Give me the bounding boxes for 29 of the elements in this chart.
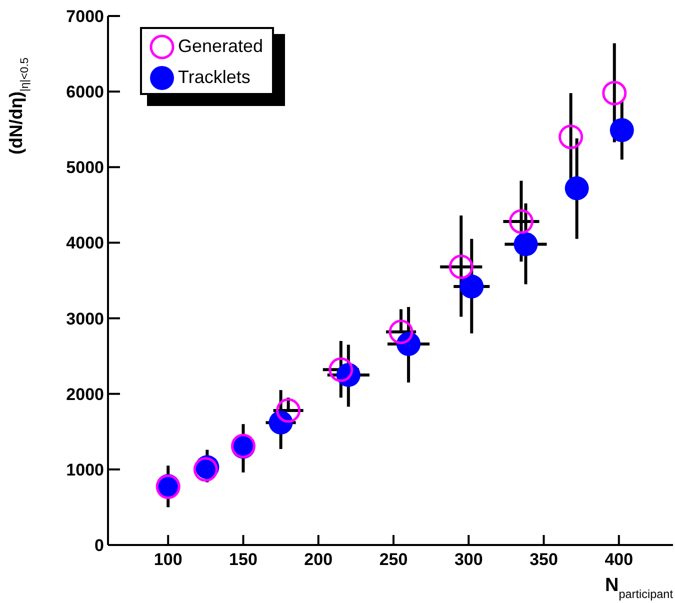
x-tick-label: 300 <box>454 550 483 570</box>
point <box>276 398 301 423</box>
legend-label: Tracklets <box>178 67 250 88</box>
y-tick-label: 2000 <box>66 384 104 404</box>
x-axis-title: N$_{participant}$ <box>604 575 674 600</box>
x-tick-label: 100 <box>154 550 182 570</box>
x-tick-label: 400 <box>604 550 634 570</box>
y-tick-label: 3000 <box>66 309 104 328</box>
x-tick-label: 350 <box>530 550 558 570</box>
legend-label: Generated <box>178 36 264 57</box>
point <box>558 124 584 150</box>
point <box>460 274 484 299</box>
y-tick-label: 4000 <box>66 234 104 253</box>
point <box>448 254 474 280</box>
y-tick-label: 5000 <box>66 158 104 178</box>
y-tick-label: 6000 <box>66 82 104 102</box>
point <box>564 176 589 200</box>
point <box>508 209 534 234</box>
y-tick-label: 1000 <box>66 460 104 480</box>
x-tick-label: 200 <box>304 550 333 570</box>
point <box>328 357 354 382</box>
x-tick-label: 250 <box>379 550 408 570</box>
x-tick-label: 150 <box>229 550 258 570</box>
point <box>388 320 414 344</box>
point <box>610 118 634 142</box>
y-tick-label: 7000 <box>66 7 104 26</box>
point <box>602 80 627 106</box>
y-tick-label: 0 <box>94 536 104 556</box>
point <box>514 232 538 256</box>
